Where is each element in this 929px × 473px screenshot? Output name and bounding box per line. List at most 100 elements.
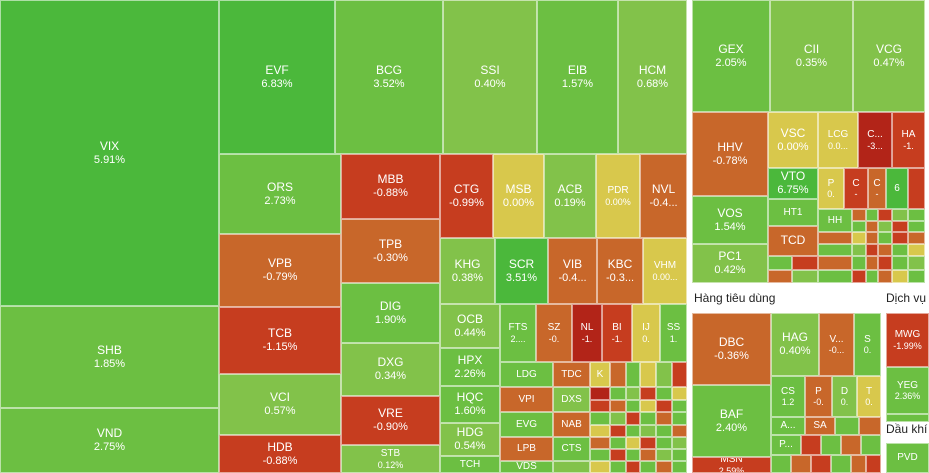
treemap-tile-tpb[interactable]: TPB -0.30% [341, 219, 440, 283]
treemap-tile-bcg[interactable]: BCG 3.52% [335, 0, 443, 154]
treemap-tile-nvl[interactable]: NVL -0.4... [640, 154, 687, 238]
treemap-tile-khg[interactable]: KHG 0.38% [440, 238, 495, 304]
treemap-tile-hcm[interactable]: HCM 0.68% [618, 0, 687, 154]
treemap-tile-hdb[interactable]: HDB -0.88% [219, 435, 341, 473]
tile-change: 3.51% [505, 271, 538, 284]
tile-symbol: VRE [378, 406, 403, 421]
treemap-tile-ors[interactable]: ORS 2.73% [219, 154, 341, 234]
treemap-tile-hpx[interactable]: HPX 2.26% [440, 348, 500, 386]
treemap-tile-hdg[interactable]: HDG 0.54% [440, 423, 500, 456]
treemap-tile-ss[interactable]: SS 1. [660, 304, 687, 362]
treemap-filler-tile [590, 449, 610, 461]
treemap-tile-ij[interactable]: IJ 0. [632, 304, 660, 362]
treemap-filler-tile [908, 209, 925, 221]
treemap-tile-pvd[interactable]: PVD [886, 443, 929, 473]
treemap-tile-k[interactable]: K [590, 362, 610, 387]
treemap-tile-tdc[interactable]: TDC [553, 362, 590, 387]
treemap-tile-sa[interactable]: SA [805, 417, 835, 435]
treemap-tile-d1[interactable]: D 0. [832, 376, 857, 417]
treemap-tile-cii[interactable]: CII 0.35% [770, 0, 853, 112]
treemap-tile-vpi[interactable]: VPI [500, 387, 553, 412]
treemap-tile-t1[interactable]: T 0. [857, 376, 881, 417]
treemap-tile-dig[interactable]: DIG 1.90% [341, 283, 440, 343]
treemap-tile-vds[interactable]: VDS [500, 461, 553, 473]
treemap-tile-shb[interactable]: SHB 1.85% [0, 306, 219, 408]
treemap-tile-hhv[interactable]: HHV -0.78% [692, 112, 768, 196]
treemap-tile-fts[interactable]: FTS 2.... [500, 304, 536, 362]
treemap-tile-nl[interactable]: NL -1. [572, 304, 602, 362]
tile-change: 6.75% [777, 184, 809, 197]
treemap-tile-hh[interactable]: HH [818, 209, 852, 232]
treemap-tile-tcb[interactable]: TCB -1.15% [219, 307, 341, 374]
treemap-tile-vhm[interactable]: VHM 0.00... [643, 238, 687, 304]
treemap-tile-vci[interactable]: VCI 0.57% [219, 374, 341, 435]
treemap-tile-lpb[interactable]: LPB [500, 437, 553, 461]
treemap-tile-scr[interactable]: SCR 3.51% [495, 238, 548, 304]
treemap-tile-vix[interactable]: VIX 5.91% [0, 0, 219, 306]
treemap-tile-mbb[interactable]: MBB -0.88% [341, 154, 440, 219]
treemap-tile-cs[interactable]: CS 1.2 [771, 376, 805, 417]
treemap-tile-ocb[interactable]: OCB 0.44% [440, 304, 500, 348]
treemap-tile-dxs[interactable]: DXS [553, 387, 590, 412]
treemap-tile-p3[interactable]: P... [771, 435, 801, 455]
tile-symbol: CTG [453, 181, 480, 196]
treemap-tile-lcg[interactable]: LCG 0.0... [818, 112, 858, 168]
treemap-tile-sz[interactable]: SZ -0. [536, 304, 572, 362]
treemap-tile-p2[interactable]: P -0. [805, 376, 832, 417]
treemap-tile-vnd[interactable]: VND 2.75% [0, 408, 219, 473]
treemap-tile-tcd[interactable]: TCD [768, 226, 818, 256]
treemap-tile-c1[interactable]: C... -3... [858, 112, 892, 168]
treemap-tile-cts[interactable]: CTS [553, 437, 590, 461]
treemap-tile-msb[interactable]: MSB 0.00% [493, 154, 544, 238]
treemap-tile-vsc[interactable]: VSC 0.00% [768, 112, 818, 168]
treemap-tile-acb[interactable]: ACB 0.19% [544, 154, 596, 238]
tile-change: -0.36% [714, 349, 749, 362]
treemap-tile-s1[interactable]: S 0. [854, 313, 881, 376]
treemap-tile-gex[interactable]: GEX 2.05% [692, 0, 770, 112]
treemap-tile-hag[interactable]: HAG 0.40% [771, 313, 819, 376]
tile-symbol: VCG [875, 41, 902, 56]
treemap-filler-tile [656, 412, 672, 425]
treemap-tile-dxg[interactable]: DXG 0.34% [341, 343, 440, 396]
treemap-tile-vre[interactable]: VRE -0.90% [341, 396, 440, 445]
treemap-filler-tile [866, 455, 881, 473]
treemap-tile-vto[interactable]: VTO 6.75% [768, 168, 818, 199]
treemap-tile-yeg[interactable]: YEG 2.36% [886, 367, 929, 414]
treemap-tile-vos[interactable]: VOS 1.54% [692, 196, 768, 244]
treemap-tile-c2[interactable]: C- [844, 168, 868, 209]
treemap-tile-kbc[interactable]: KBC -0.3... [597, 238, 643, 304]
treemap-tile-mwg[interactable]: MWG -1.99% [886, 313, 929, 367]
tile-symbol: SZ [547, 322, 561, 334]
treemap-tile-vpb[interactable]: VPB -0.79% [219, 234, 341, 307]
treemap-tile-pdr[interactable]: PDR 0.00% [596, 154, 640, 238]
treemap-filler-tile [672, 461, 687, 473]
treemap-tile-a1[interactable]: A... [771, 417, 805, 435]
tile-change: -0.88% [262, 454, 298, 467]
treemap-tile-c3[interactable]: C- [868, 168, 886, 209]
treemap-tile-ldg[interactable]: LDG [500, 362, 553, 387]
tile-change: -0.99% [449, 196, 484, 209]
treemap-tile-dbc[interactable]: DBC -0.36% [692, 313, 771, 385]
treemap-filler-tile [892, 232, 908, 244]
treemap-tile-eib[interactable]: EIB 1.57% [537, 0, 618, 154]
treemap-tile-bi[interactable]: BI -1. [602, 304, 632, 362]
treemap-tile-ha[interactable]: HA -1. [892, 112, 925, 168]
treemap-tile-hqc[interactable]: HQC 1.60% [440, 386, 500, 423]
treemap-tile-evf[interactable]: EVF 6.83% [219, 0, 335, 154]
treemap-tile-p1[interactable]: P 0. [818, 168, 844, 209]
treemap-tile-n6[interactable]: 6 [886, 168, 908, 209]
treemap-tile-stb[interactable]: STB 0.12% [341, 445, 440, 473]
treemap-tile-v1[interactable]: V... -0... [819, 313, 854, 376]
treemap-tile-msn[interactable]: MSN 2.59% [692, 457, 771, 473]
treemap-tile-tch[interactable]: TCH [440, 456, 500, 473]
treemap-tile-vcg[interactable]: VCG 0.47% [853, 0, 925, 112]
treemap-tile-nab[interactable]: NAB [553, 412, 590, 437]
treemap-tile-pc1[interactable]: PC1 0.42% [692, 244, 768, 283]
treemap-tile-evg[interactable]: EVG [500, 412, 553, 437]
treemap-filler-tile [672, 362, 687, 387]
treemap-tile-ssi[interactable]: SSI 0.40% [443, 0, 537, 154]
treemap-tile-ht1[interactable]: HT1 [768, 199, 818, 226]
treemap-tile-baf[interactable]: BAF 2.40% [692, 385, 771, 457]
treemap-tile-ctg[interactable]: CTG -0.99% [440, 154, 493, 238]
treemap-tile-vib[interactable]: VIB -0.4... [548, 238, 597, 304]
